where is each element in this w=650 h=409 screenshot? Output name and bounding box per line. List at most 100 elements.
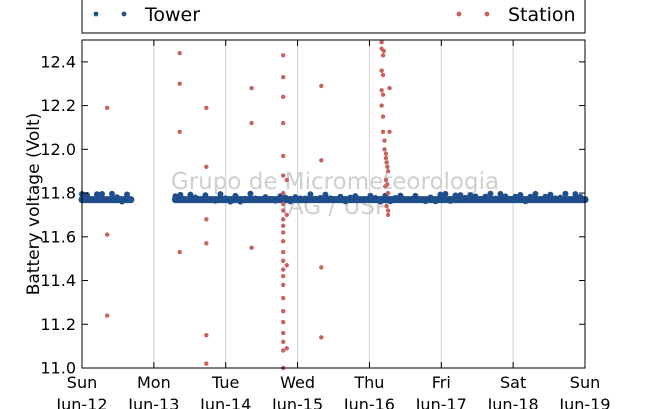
- y-tick-label: 11.4: [40, 271, 76, 290]
- x-tick-date: Jun-12: [55, 395, 107, 409]
- tower-point: [332, 196, 339, 203]
- station-point: [385, 212, 391, 218]
- y-tick-label: 12.0: [40, 140, 76, 159]
- x-tick-day: Sun: [67, 373, 97, 392]
- station-point: [319, 335, 324, 340]
- tower-point: [487, 190, 494, 197]
- y-tick-label: 11.6: [40, 227, 76, 246]
- station-point: [319, 265, 324, 270]
- tower-point: [442, 190, 449, 197]
- station-point: [281, 348, 286, 353]
- tower-point: [282, 194, 289, 201]
- tower-point: [497, 191, 504, 198]
- x-tick-day: Sat: [500, 373, 526, 392]
- station-point: [382, 147, 387, 152]
- x-tick-date: Jun-15: [271, 395, 323, 409]
- tower-point: [227, 198, 234, 205]
- station-point: [204, 217, 209, 222]
- x-tick-day: Fri: [432, 373, 451, 392]
- station-point: [284, 177, 289, 183]
- x-tick-date: Jun-17: [415, 395, 467, 409]
- x-tick-date: Jun-18: [487, 395, 539, 409]
- tower-point: [312, 196, 319, 203]
- legend-marker-tower-2: [121, 11, 127, 17]
- tower-point: [262, 194, 269, 201]
- tower-point: [297, 195, 304, 202]
- tower-point: [207, 196, 214, 203]
- station-point: [281, 190, 286, 196]
- tower-point: [267, 195, 274, 202]
- tower-point: [232, 192, 239, 199]
- tower-point: [237, 198, 244, 205]
- y-tick-label: 11.2: [40, 315, 76, 334]
- y-tick-labels: 11.0 11.2 11.4 11.6 11.8 12.0 12.2 12.4: [40, 52, 76, 377]
- tower-point: [197, 196, 204, 203]
- tower-point: [472, 193, 479, 200]
- tower-point: [462, 194, 469, 201]
- tower-point: [352, 193, 359, 200]
- tower-point: [372, 195, 379, 202]
- tower-point: [222, 195, 229, 202]
- station-point: [177, 129, 182, 135]
- station-point: [380, 53, 386, 58]
- station-point: [281, 94, 286, 100]
- tower-point: [452, 192, 459, 199]
- station-point: [204, 164, 209, 170]
- legend-marker-tower-1: [93, 11, 99, 17]
- station-point: [380, 114, 386, 119]
- station-point: [281, 308, 286, 314]
- x-tick-date: Jun-19: [558, 395, 610, 409]
- tower-point: [109, 190, 115, 197]
- station-point: [249, 85, 254, 91]
- tower-point: [202, 192, 209, 199]
- station-point: [383, 151, 389, 156]
- station-point: [281, 330, 286, 336]
- series-tower: [78, 190, 589, 205]
- tower-point: [417, 196, 424, 203]
- tower-point: [337, 193, 344, 200]
- station-point: [379, 103, 384, 108]
- tower-point: [172, 193, 179, 200]
- tower-point: [412, 192, 419, 199]
- station-point: [204, 361, 209, 366]
- tower-point: [542, 193, 549, 200]
- plot-area: [82, 40, 585, 368]
- station-point: [284, 212, 289, 218]
- tower-point: [257, 197, 264, 204]
- x-tick-day: Thu: [353, 373, 384, 392]
- station-point: [204, 105, 209, 110]
- station-point: [281, 74, 286, 80]
- station-point: [281, 258, 286, 264]
- tower-point: [537, 196, 544, 203]
- station-point: [281, 282, 286, 288]
- station-point: [104, 232, 110, 237]
- tower-point: [447, 197, 454, 204]
- tower-point: [322, 191, 329, 198]
- tower-point: [119, 198, 125, 205]
- tower-point: [217, 191, 224, 198]
- station-point: [177, 81, 182, 86]
- station-point: [177, 50, 182, 56]
- legend-label-tower: Tower: [144, 4, 200, 26]
- station-point: [385, 208, 391, 213]
- tower-point: [287, 198, 294, 205]
- station-point: [383, 184, 388, 189]
- series-station: [104, 39, 392, 371]
- tower-point: [552, 195, 559, 202]
- y-tick-label: 11.8: [40, 184, 76, 203]
- tower-point: [522, 198, 529, 205]
- x-tick-date: Jun-14: [199, 395, 251, 409]
- tower-point: [347, 194, 354, 201]
- x-tick-day: Tue: [211, 373, 239, 392]
- tower-point: [367, 192, 374, 199]
- tower-point: [377, 198, 384, 205]
- station-point: [281, 53, 286, 58]
- tower-point: [292, 194, 299, 201]
- tower-point: [492, 195, 499, 202]
- station-point: [379, 88, 384, 93]
- tower-point: [177, 191, 184, 198]
- tower-point: [307, 191, 314, 198]
- tower-point: [272, 197, 279, 204]
- tower-point: [247, 190, 254, 197]
- tower-point: [242, 195, 249, 202]
